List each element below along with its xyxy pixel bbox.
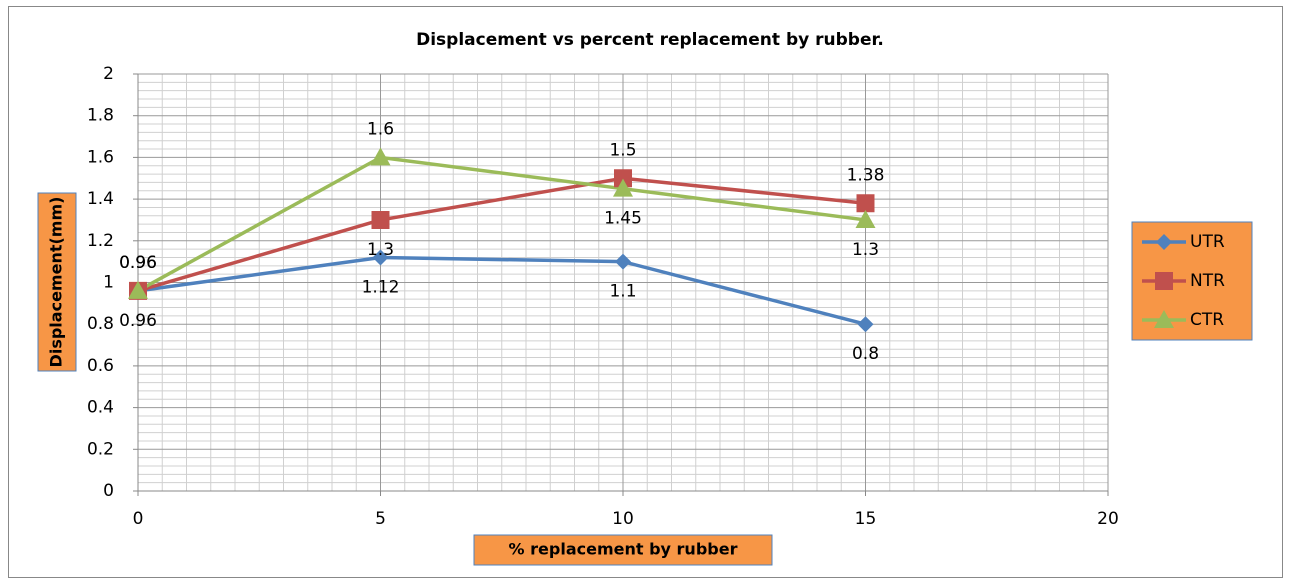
x-axis-label: % replacement by rubber: [509, 540, 738, 559]
data-point: [613, 178, 633, 197]
legend-marker: [1156, 234, 1172, 250]
y-tick-label: 1: [103, 273, 114, 293]
y-tick-label: 1.2: [87, 231, 114, 251]
chart-title: Displacement vs percent replacement by r…: [416, 30, 884, 50]
x-tick-label: 15: [855, 509, 877, 529]
y-tick-label: 0.4: [87, 398, 114, 418]
x-tick-label: 20: [1097, 509, 1119, 529]
y-tick-label: 0.8: [87, 314, 114, 334]
data-label: 1.1: [609, 282, 636, 302]
data-label: 1.45: [604, 209, 642, 229]
data-label: 1.5: [609, 140, 636, 160]
y-tick-label: 1.6: [87, 147, 114, 167]
data-point: [370, 147, 391, 166]
legend-label: NTR: [1190, 271, 1225, 291]
legend-marker: [1155, 272, 1173, 290]
data-point: [856, 194, 875, 213]
series-line: [137, 255, 866, 326]
data-label: 0.96: [119, 253, 157, 273]
y-tick-label: 1.4: [87, 189, 114, 209]
series-line: [137, 176, 866, 293]
data-point: [614, 169, 632, 188]
data-label: 0.96: [119, 253, 157, 273]
data-point: [855, 209, 876, 228]
y-tick-label: 0.2: [87, 439, 114, 459]
y-tick-label: 2: [103, 64, 114, 84]
y-tick-label: 0: [103, 481, 114, 501]
legend-marker: [1154, 310, 1174, 328]
y-tick-label: 0.6: [87, 356, 114, 376]
data-label: 1.3: [852, 240, 879, 260]
data-label: 1.3: [367, 240, 394, 260]
series-line: [137, 155, 866, 293]
data-point: [371, 210, 390, 229]
data-point: [615, 253, 631, 270]
chart-border: [8, 6, 1283, 578]
data-label: 1.12: [362, 277, 400, 297]
x-tick-label: 5: [375, 509, 386, 529]
legend-label: CTR: [1190, 310, 1224, 330]
x-tick-label: 0: [133, 509, 144, 529]
data-point: [857, 316, 874, 333]
x-label-box: [473, 534, 773, 566]
data-label: 1.38: [847, 165, 885, 185]
data-label: 0.8: [852, 344, 879, 364]
data-label: 1.6: [367, 119, 394, 139]
y-tick-label: 1.8: [87, 106, 114, 126]
data-point: [372, 249, 389, 266]
data-point: [128, 280, 148, 299]
x-tick-label: 10: [612, 509, 634, 529]
data-label: 0.96: [119, 311, 157, 331]
legend-label: UTR: [1190, 232, 1225, 252]
y-label-box: [37, 192, 77, 372]
y-axis-label: Displacement(mm): [47, 197, 66, 368]
